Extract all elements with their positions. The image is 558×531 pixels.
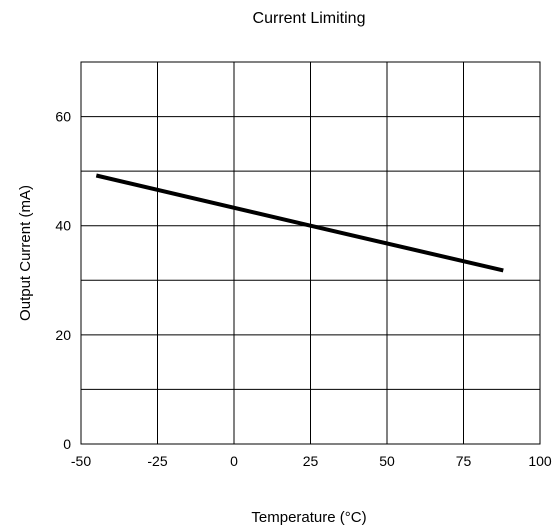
x-tick-label: 100 [528,453,552,469]
series-line-0 [95,173,504,273]
grid [80,61,541,445]
y-tick-label: 60 [55,109,71,125]
x-tick-label: 0 [230,453,238,469]
y-axis-label: Output Current (mA) [17,185,34,321]
chart-title: Current Limiting [253,10,366,27]
y-tick-label: 40 [55,218,71,234]
y-tick-label: 20 [55,327,71,343]
x-tick-label: -50 [71,453,91,469]
plot-frame [80,61,541,445]
x-tick-label: 25 [303,453,319,469]
series-group [95,173,504,273]
x-tick-label: 50 [379,453,395,469]
y-tick-label: 0 [63,436,71,452]
y-tick-labels: 0 20 40 60 [55,109,71,452]
x-tick-label: -25 [147,453,167,469]
x-axis-label: Temperature (°C) [251,509,366,526]
x-tick-labels: -50 -25 0 25 50 75 100 [71,453,552,469]
x-tick-label: 75 [456,453,472,469]
